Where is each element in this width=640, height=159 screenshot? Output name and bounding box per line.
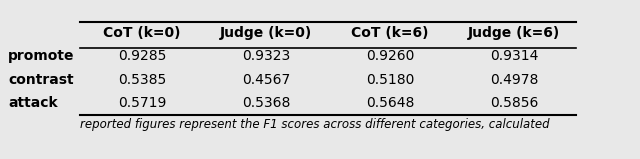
Text: reported figures represent the F1 scores across different categories, calculated: reported figures represent the F1 scores…: [80, 118, 550, 131]
